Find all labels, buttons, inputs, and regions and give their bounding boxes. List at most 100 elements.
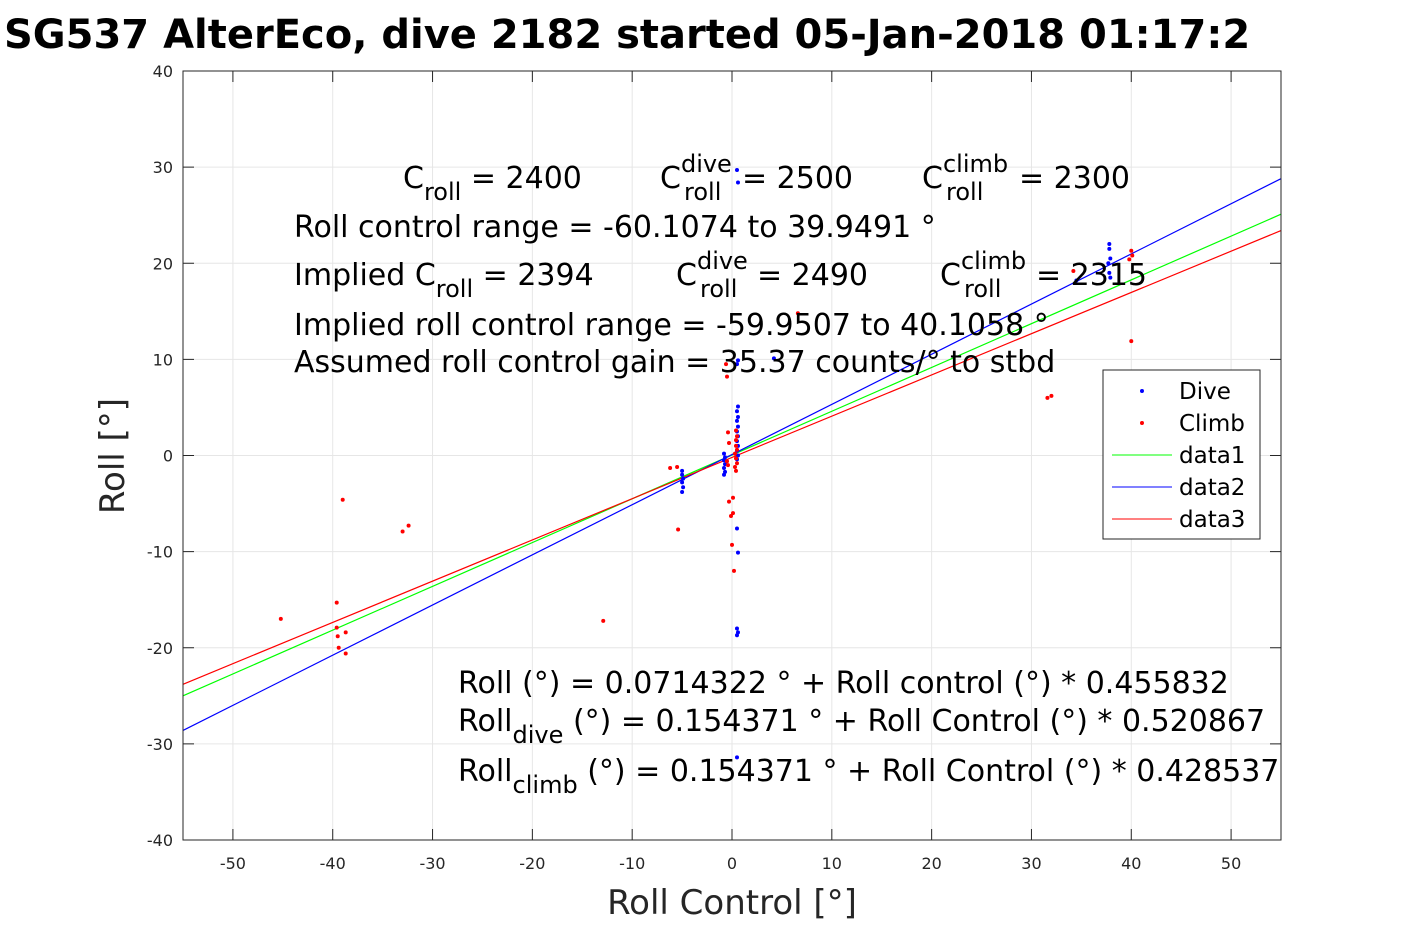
climb-point xyxy=(278,616,283,621)
climb-point xyxy=(730,495,735,500)
dive-point xyxy=(680,472,685,477)
data-points xyxy=(278,168,1135,760)
fit-line-data2 xyxy=(182,178,1282,731)
x-tick-label: -30 xyxy=(419,854,445,873)
roll-control-range: Roll control range = -60.1074 to 39.9491… xyxy=(294,210,936,245)
climb-point xyxy=(729,514,734,519)
y-tick-label: 40 xyxy=(153,62,173,81)
implied-c-roll-climb-annotation: Cclimb xyxy=(940,247,1026,293)
x-tick-label: 0 xyxy=(727,854,737,873)
dive-point xyxy=(735,180,740,185)
x-tick-label: -20 xyxy=(519,854,545,873)
axis-ticks: -50 -40 -30 -20 -10 0 10 20 30 40 50 -40 -30 -20 -10 0 1… xyxy=(147,62,1281,873)
climb-point xyxy=(336,645,341,650)
dive-point xyxy=(734,362,739,367)
legend-entry-data1: data1 xyxy=(1179,443,1245,469)
dive-point xyxy=(735,453,740,458)
legend-entry-data3: data3 xyxy=(1179,507,1245,533)
dive-point xyxy=(680,468,685,473)
dive-point xyxy=(680,490,685,495)
y-tick-label: -10 xyxy=(147,543,173,562)
y-tick-label: 10 xyxy=(153,350,173,369)
climb-point xyxy=(601,618,606,623)
climb-point xyxy=(733,468,738,473)
dive-point xyxy=(1108,275,1113,280)
y-tick-label: 30 xyxy=(153,158,173,177)
x-tick-label: 10 xyxy=(822,854,842,873)
climb-point xyxy=(334,600,339,605)
legend-entry-data2: data2 xyxy=(1179,475,1245,501)
fit-equation-dive: Rolldive (°) = 0.154371 ° + Roll Control… xyxy=(458,704,1265,749)
x-tick-label: 30 xyxy=(1021,854,1041,873)
climb-point xyxy=(727,499,732,504)
y-tick-label: -30 xyxy=(147,735,173,754)
legend-marker-climb xyxy=(1140,421,1144,425)
climb-point xyxy=(1129,339,1134,344)
chart-title: SG537 AlterEco, dive 2182 started 05-Jan… xyxy=(4,12,1250,58)
climb-point xyxy=(335,634,340,639)
y-tick-label: -40 xyxy=(147,831,173,850)
fit-line-data3 xyxy=(182,230,1282,685)
climb-point xyxy=(1049,393,1054,398)
fit-equation-all: Roll (°) = 0.0714322 ° + Roll control (°… xyxy=(458,666,1229,701)
dive-point xyxy=(722,465,727,470)
implied-c-roll-dive-value: = 2490 xyxy=(757,258,868,293)
climb-point xyxy=(733,438,738,443)
implied-roll-control-range: Implied roll control range = -59.9507 to… xyxy=(294,308,1049,343)
dive-point xyxy=(734,168,739,173)
x-tick-label: 50 xyxy=(1221,854,1241,873)
fit-equation-climb: Rollclimb (°) = 0.154371 ° + Roll Contro… xyxy=(458,754,1279,799)
dive-point xyxy=(1107,242,1112,247)
c-roll-climb-value: = 2300 xyxy=(1019,161,1130,196)
dive-point xyxy=(734,409,739,414)
climb-point xyxy=(1045,395,1050,400)
climb-point xyxy=(400,529,405,534)
y-axis-label: Roll [°] xyxy=(93,398,133,514)
climb-point xyxy=(1130,253,1135,258)
y-tick-label: 20 xyxy=(153,254,173,273)
implied-c-roll-climb-sub: roll xyxy=(964,275,1001,303)
dive-point xyxy=(735,415,740,420)
y-tick-label: -20 xyxy=(147,639,173,658)
legend-entry-climb: Climb xyxy=(1179,411,1245,437)
climb-point xyxy=(726,463,731,468)
climb-point xyxy=(668,465,673,470)
climb-point xyxy=(343,630,348,635)
x-tick-label: -40 xyxy=(320,854,346,873)
implied-c-roll-annotation: Implied Croll = 2394 xyxy=(294,258,594,303)
dive-point xyxy=(1106,261,1111,266)
climb-point xyxy=(732,451,737,456)
legend: Dive Climb data1 data2 data3 xyxy=(1102,369,1261,540)
climb-point xyxy=(675,465,680,470)
climb-point xyxy=(725,374,730,379)
dive-point xyxy=(1108,256,1113,261)
legend-marker-dive xyxy=(1140,389,1144,393)
climb-point xyxy=(343,651,348,656)
dive-point xyxy=(681,476,686,481)
legend-entry-dive: Dive xyxy=(1179,379,1231,405)
x-tick-label: 40 xyxy=(1121,854,1141,873)
climb-point xyxy=(733,456,738,461)
implied-c-roll-climb-value: = 2315 xyxy=(1036,258,1147,293)
climb-point xyxy=(725,459,730,464)
dive-point xyxy=(681,485,686,490)
climb-point xyxy=(1071,268,1076,273)
dive-point xyxy=(734,418,739,423)
dive-point xyxy=(722,451,727,456)
climb-point xyxy=(795,311,800,316)
x-axis-label: Roll Control [°] xyxy=(607,883,857,923)
dive-point xyxy=(734,633,739,638)
climb-point xyxy=(406,523,411,528)
climb-point xyxy=(676,527,681,532)
dive-point xyxy=(771,356,776,361)
dive-point xyxy=(735,404,740,409)
dive-point xyxy=(734,526,739,531)
implied-c-roll-dive-annotation: Cdive xyxy=(676,247,748,293)
dive-point xyxy=(680,480,685,485)
climb-point xyxy=(733,443,738,448)
c-roll-dive-value: = 2500 xyxy=(742,161,853,196)
x-tick-label: -50 xyxy=(220,854,246,873)
dive-point xyxy=(735,358,740,363)
y-tick-label: 0 xyxy=(163,447,173,466)
c-roll-dive-sub: roll xyxy=(684,178,721,206)
